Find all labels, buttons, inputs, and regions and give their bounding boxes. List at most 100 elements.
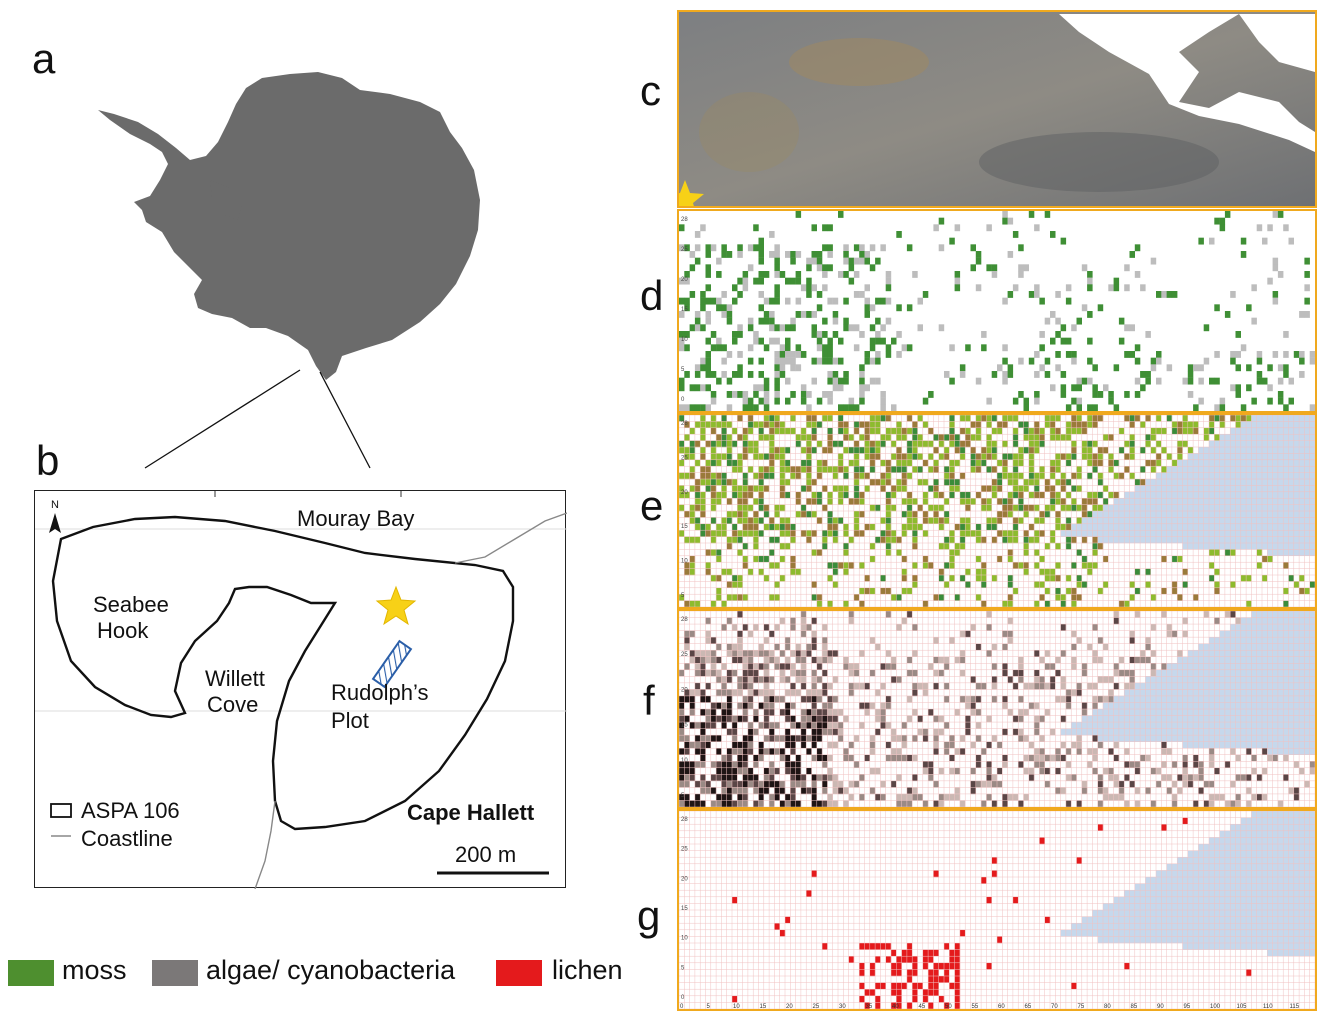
grid-cell — [949, 421, 955, 428]
grid-cell — [1240, 237, 1247, 245]
grid-cell — [737, 453, 743, 460]
grid-cell — [1304, 844, 1310, 851]
grid-cell — [716, 297, 722, 305]
grid-cell — [1140, 485, 1146, 492]
grid-cell — [726, 650, 733, 657]
grid-cell — [1203, 800, 1210, 807]
grid-cell — [779, 517, 786, 524]
grid-cell — [1065, 427, 1072, 435]
grid-cell — [1246, 485, 1252, 492]
grid-cell — [1256, 377, 1263, 385]
grid-cell — [1187, 903, 1194, 911]
grid-cell — [1299, 479, 1305, 486]
grid-cell — [811, 728, 817, 736]
grid-cell — [869, 702, 876, 710]
grid-cell — [1293, 857, 1300, 864]
grid-cell — [859, 995, 865, 1003]
grid-cell — [737, 434, 743, 441]
grid-cell — [1219, 517, 1226, 524]
grid-cell — [1288, 459, 1294, 467]
grid-cell — [838, 466, 844, 473]
grid-cell — [700, 421, 706, 428]
grid-cell — [1177, 594, 1183, 601]
grid-cell — [1283, 479, 1289, 486]
grid-cell — [1251, 837, 1257, 845]
grid-cell — [763, 695, 770, 703]
grid-cell — [1209, 916, 1215, 924]
grid-cell — [1304, 916, 1310, 924]
grid-cell — [1240, 916, 1247, 924]
grid-cell — [769, 774, 775, 782]
grid-cell — [774, 656, 780, 664]
grid-cell — [1251, 936, 1257, 944]
grid-cell — [1060, 472, 1067, 480]
grid-cell — [1293, 415, 1300, 422]
grid-cell — [1277, 824, 1284, 831]
grid-cell — [1039, 555, 1045, 563]
grid-cell — [1081, 780, 1088, 788]
grid-cell — [779, 324, 786, 332]
grid-cell — [949, 459, 955, 467]
grid-cell — [1050, 421, 1056, 428]
grid-cell — [938, 543, 945, 550]
grid-cell — [1182, 427, 1188, 435]
grid-cell — [1097, 741, 1104, 749]
grid-cell — [716, 479, 722, 486]
grid-cell — [1193, 890, 1199, 897]
grid-cell — [1187, 722, 1194, 729]
grid-cell — [912, 530, 918, 537]
grid-cell — [848, 689, 855, 697]
grid-cell — [1235, 943, 1241, 950]
grid-cell — [1272, 844, 1279, 851]
grid-cell — [1203, 656, 1210, 664]
grid-cell — [885, 943, 892, 950]
grid-cell — [922, 761, 929, 768]
grid-cell — [1299, 491, 1305, 499]
grid-cell — [1182, 695, 1188, 703]
y-tick-label: 25 — [681, 847, 688, 853]
grid-cell — [1124, 910, 1130, 917]
grid-cell — [1256, 624, 1263, 631]
grid-cell — [832, 311, 839, 318]
grid-cell — [949, 440, 955, 448]
grid-cell — [1256, 774, 1263, 782]
grid-cell — [1065, 748, 1072, 755]
grid-cell — [1039, 837, 1045, 845]
grid-cell — [795, 650, 802, 657]
grid-cell — [1251, 754, 1257, 762]
grid-cell — [705, 264, 711, 272]
grid-cell — [1193, 883, 1199, 891]
grid-cell — [1309, 689, 1315, 697]
grid-cell — [1224, 689, 1231, 697]
grid-cell — [753, 485, 759, 492]
grid-cell — [1076, 728, 1082, 736]
grid-cell — [1113, 504, 1120, 512]
grid-cell — [975, 377, 982, 385]
grid-cell — [959, 364, 966, 372]
grid-cell — [1267, 735, 1273, 742]
grid-cell — [843, 543, 849, 550]
grid-cell — [1150, 702, 1157, 710]
grid-cell — [1262, 630, 1268, 638]
grid-cell — [1219, 837, 1226, 845]
grid-cell — [938, 962, 945, 970]
grid-cell — [1309, 421, 1315, 428]
grid-cell — [838, 562, 844, 569]
grid-cell — [1081, 447, 1088, 454]
grid-cell — [1171, 877, 1178, 884]
grid-cell — [1209, 850, 1215, 858]
grid-cell — [875, 297, 881, 305]
grid-cell — [689, 650, 696, 657]
grid-cell — [1299, 371, 1305, 378]
grid-cell — [997, 555, 1003, 563]
grid-cell — [1134, 728, 1141, 736]
grid-cell — [1288, 811, 1294, 818]
grid-cell — [1012, 466, 1019, 473]
rudolphs-plot-label-1: Rudolph’s — [331, 680, 429, 705]
grid-cell — [1071, 643, 1077, 651]
grid-cell — [1145, 643, 1151, 651]
grid-cell — [705, 523, 711, 531]
grid-cell — [1299, 709, 1305, 716]
grid-cell — [790, 787, 796, 795]
grid-cell — [1055, 364, 1061, 372]
